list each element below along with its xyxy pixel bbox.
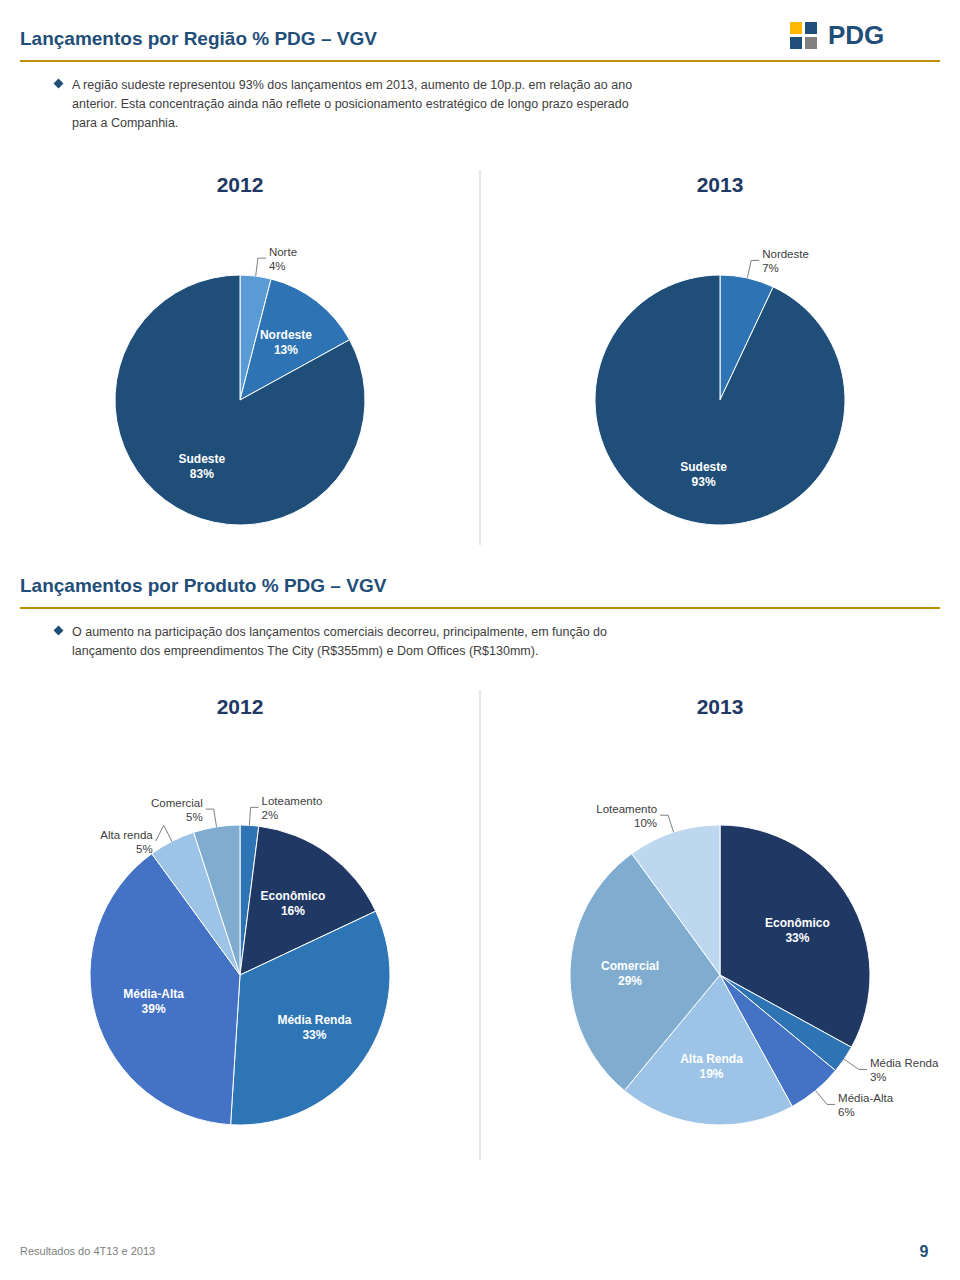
leader-line (156, 825, 172, 841)
data-label: 29% (618, 974, 642, 988)
logo-square (805, 37, 817, 49)
leader-line (816, 1091, 835, 1105)
section-text: anterior. Esta concentração ainda não re… (72, 97, 629, 111)
section-text: para a Companhia. (72, 116, 178, 130)
data-label: 5% (136, 843, 153, 855)
slice-label: Nordeste (762, 248, 809, 260)
chart-title: 2013 (697, 173, 744, 196)
slice-label: Alta renda (100, 829, 153, 841)
divider (480, 690, 481, 1160)
section-title: Lançamentos por Produto % PDG – VGV (20, 575, 387, 596)
pie-slice (595, 275, 845, 525)
page-number: 9 (920, 1243, 929, 1260)
slice-label: Média-Alta (123, 987, 184, 1001)
footer: Resultados do 4T13 e 2013 (20, 1245, 155, 1257)
slice-label: Econômico (261, 889, 326, 903)
data-label: 33% (302, 1028, 326, 1042)
divider (20, 607, 940, 609)
data-label: 83% (190, 467, 214, 481)
data-label: 16% (281, 904, 305, 918)
data-label: 33% (785, 931, 809, 945)
data-label: 2% (262, 809, 279, 821)
divider (20, 60, 940, 62)
slice-label: Comercial (601, 959, 659, 973)
slice-label: Média Renda (870, 1057, 939, 1069)
slice-label: Comercial (151, 797, 203, 809)
section-title: Lançamentos por Região % PDG – VGV (20, 28, 377, 49)
slice-label: Loteamento (262, 795, 323, 807)
section-text: A região sudeste representou 93% dos lan… (72, 78, 632, 92)
slice-label: Econômico (765, 916, 830, 930)
leader-line (844, 1059, 867, 1069)
data-labels: Econômico33% Alta Renda19% Comercial29% Lot… (596, 803, 939, 1118)
leader-line (256, 258, 266, 276)
logo-square (805, 22, 817, 34)
data-label: 3% (870, 1071, 887, 1083)
pie-chart: 2012 Econômico16% Média Renda33% Média-Alta… (90, 695, 390, 1125)
chart-title: 2012 (217, 695, 264, 718)
data-label: 10% (634, 817, 657, 829)
data-label: 19% (700, 1067, 724, 1081)
pie-slice (115, 275, 365, 525)
leader-line (249, 807, 258, 825)
divider (480, 170, 481, 545)
slice-label: Média Renda (277, 1013, 351, 1027)
logo-square (790, 37, 802, 49)
slice-label: Média-Alta (838, 1092, 894, 1104)
data-label: 6% (838, 1106, 855, 1118)
data-labels: Nordeste13% Sudeste83% Norte 4% (178, 246, 312, 480)
data-labels: Econômico16% Média Renda33% Média-Alta39% C… (100, 795, 351, 1041)
page: Lançamentos por Região % PDG – VGV A regi… (0, 0, 960, 1280)
pie-chart: 2013 Econômico33% Alta Renda19% Comercial29… (570, 695, 939, 1125)
logo-text: PDG (828, 20, 884, 50)
slice-label: Sudeste (680, 460, 727, 474)
slice-label: Sudeste (178, 452, 225, 466)
pie-slice (231, 911, 390, 1125)
section-text: O aumento na participação dos lançamento… (72, 625, 607, 639)
logo: PDG (790, 20, 884, 50)
slices (595, 275, 845, 525)
slice-label: Nordeste (260, 328, 312, 342)
pie-slice (194, 825, 240, 975)
slice-label: Loteamento (596, 803, 657, 815)
chart-title: 2012 (217, 173, 264, 196)
slice-label: Alta Renda (680, 1052, 743, 1066)
data-labels: Sudeste93% Nordeste 7% (680, 248, 809, 489)
data-label: 93% (692, 475, 716, 489)
background (0, 0, 960, 1280)
data-label: 39% (142, 1002, 166, 1016)
leader-line (206, 809, 217, 827)
bullet (54, 626, 64, 636)
pie-chart: 2012 Nordeste13% Sudeste83% Norte 4% (115, 173, 365, 525)
slices (90, 825, 390, 1125)
leader-line (660, 815, 674, 832)
slices (115, 275, 365, 525)
section-text: lançamento dos empreendimentos The City … (72, 644, 538, 658)
data-label: 5% (186, 811, 203, 823)
slice-label: Norte (269, 246, 297, 258)
pie-slice (632, 825, 720, 975)
data-label: 13% (274, 343, 298, 357)
logo-square (790, 22, 802, 34)
data-label: 7% (762, 262, 779, 274)
slices (570, 825, 870, 1125)
leader-line (747, 260, 759, 278)
chart-title: 2013 (697, 695, 744, 718)
pie-chart: 2013 Sudeste93% Nordeste 7% (595, 173, 845, 525)
data-label: 4% (269, 260, 286, 272)
bullet (54, 79, 64, 89)
